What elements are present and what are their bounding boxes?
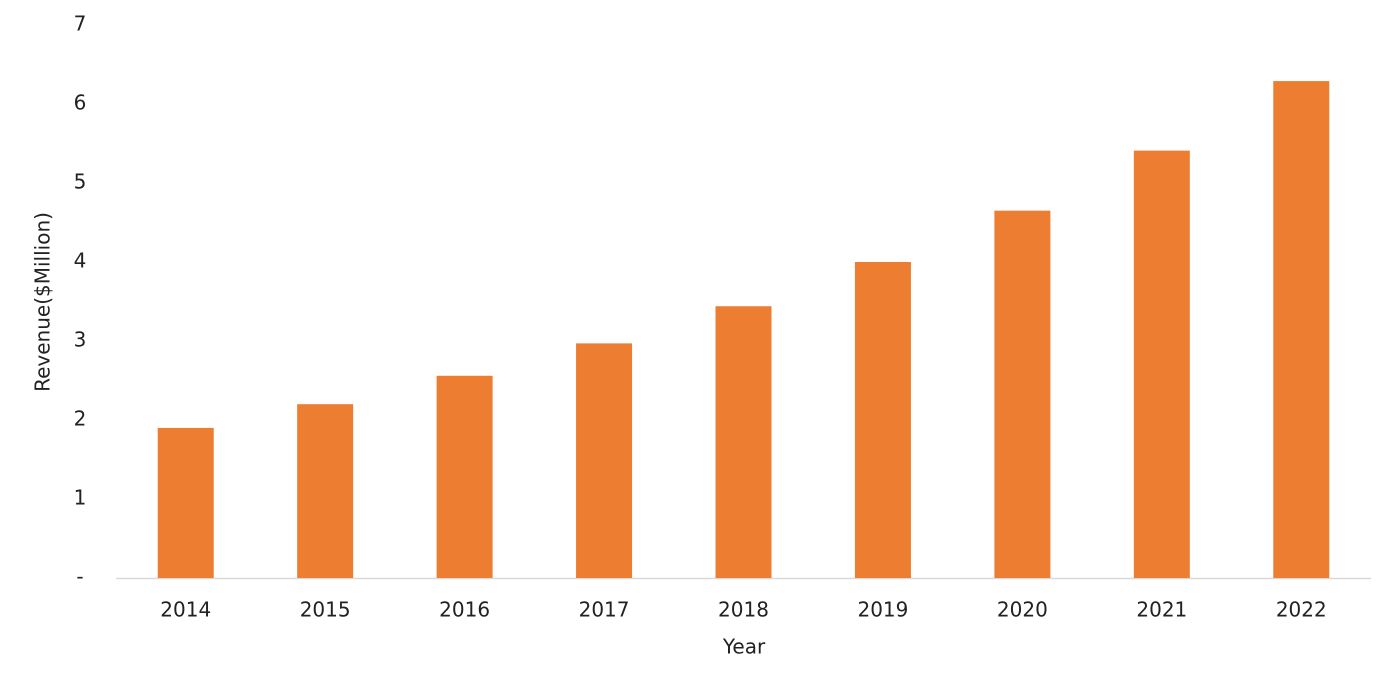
x-tick-label: 2014 [160, 598, 211, 622]
x-tick-label: 2015 [300, 598, 351, 622]
x-tick-label: 2018 [718, 598, 769, 622]
bar [436, 375, 493, 578]
bar [1133, 150, 1190, 579]
bar [1273, 81, 1330, 578]
x-axis-title: Year [722, 635, 766, 659]
bar [157, 427, 214, 578]
y-axis-title: Revenue($Million) [31, 212, 55, 392]
bar [854, 262, 911, 578]
y-tick-label: 1 [74, 486, 87, 510]
y-tick-label: 4 [74, 249, 87, 273]
y-tick-label: 7 [74, 12, 87, 36]
y-tick-label: 6 [74, 91, 87, 115]
bar [715, 306, 772, 578]
y-tick-label: 5 [74, 170, 87, 194]
y-tick-label: 3 [74, 328, 87, 352]
bar [576, 343, 633, 578]
bar [297, 404, 354, 578]
x-tick-label: 2020 [997, 598, 1048, 622]
bar [994, 210, 1051, 578]
x-tick-label: 2017 [579, 598, 630, 622]
x-tick-label: 2019 [857, 598, 908, 622]
y-tick-label: 2 [74, 407, 87, 431]
x-tick-label: 2022 [1276, 598, 1327, 622]
y-tick-label: - [76, 565, 83, 589]
x-tick-label: 2016 [439, 598, 490, 622]
x-tick-label: 2021 [1136, 598, 1187, 622]
